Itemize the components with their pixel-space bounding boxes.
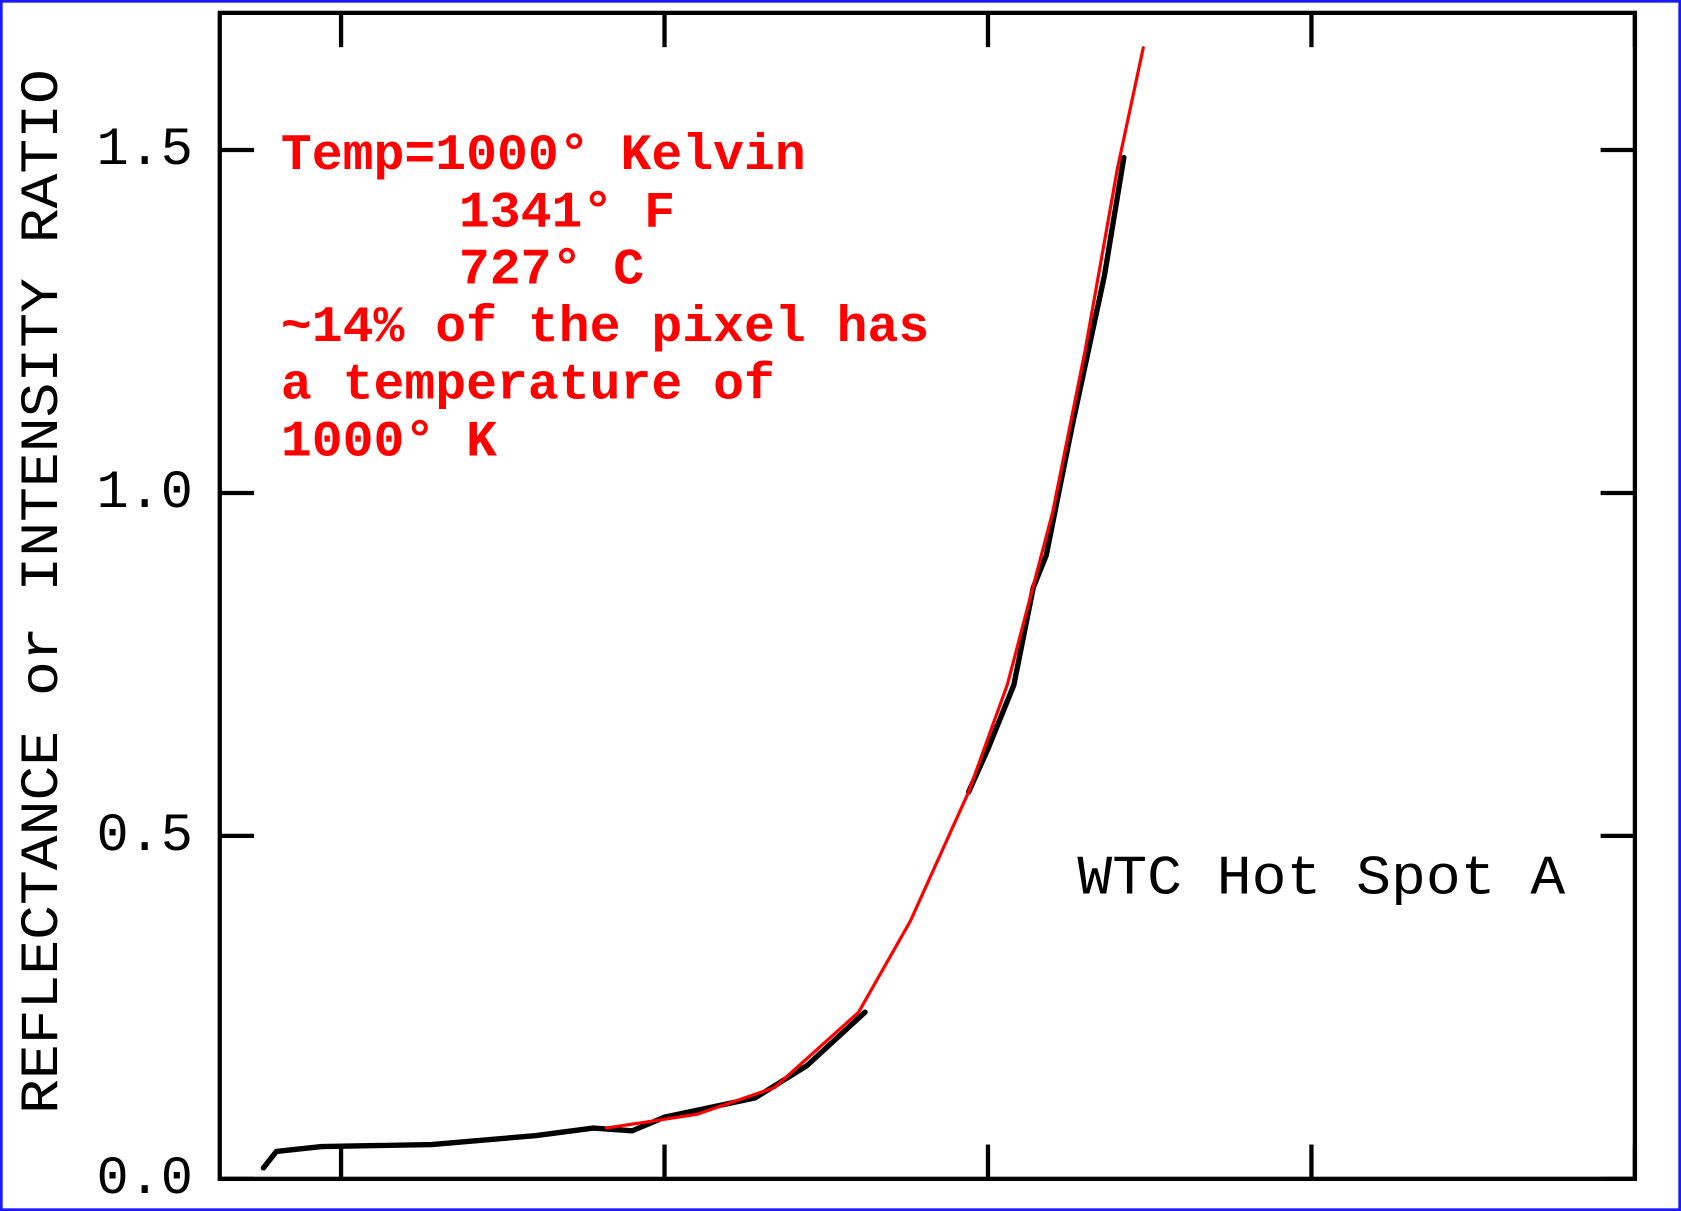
- annotation: ~14% of the pixel has: [281, 299, 929, 357]
- annotation: 727° C: [459, 242, 644, 300]
- y-tick-label: 0.0: [96, 1149, 192, 1210]
- annotation: Temp=1000° Kelvin: [281, 127, 806, 185]
- data-line: [604, 46, 1145, 1130]
- annotation: a temperature of: [281, 356, 775, 414]
- annotation: 1341° F: [459, 184, 675, 242]
- annotation: 1000° K: [281, 414, 497, 472]
- axes-box: [217, 10, 1638, 1181]
- plot-label: WTC Hot Spot A: [1077, 848, 1565, 911]
- y-tick-label: 1.5: [96, 120, 192, 181]
- y-tick-label: 1.0: [96, 463, 192, 524]
- y-tick-label: 0.5: [96, 806, 192, 867]
- y-axis-label: REFLECTANCE or INTENSITY RATIO: [13, 69, 74, 1114]
- data-line: [965, 154, 1127, 795]
